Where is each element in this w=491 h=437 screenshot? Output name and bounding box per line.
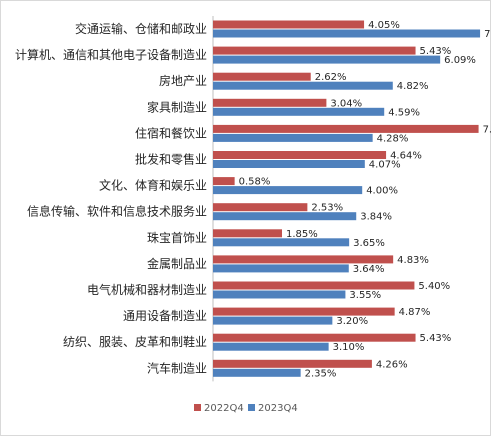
data-label: 7.16% xyxy=(484,29,491,40)
bar-2023q4 xyxy=(213,342,329,351)
category-label: 文化、体育和娱乐业 xyxy=(99,178,207,193)
bar-2022q4 xyxy=(213,46,416,55)
bar-2023q4 xyxy=(213,368,301,377)
category-label: 批发和零售业 xyxy=(135,152,207,167)
category-label: 住宿和餐饮业 xyxy=(135,125,207,140)
data-label: 5.43% xyxy=(420,46,452,57)
legend-swatch xyxy=(194,404,201,411)
bar-2022q4 xyxy=(213,151,387,159)
data-label: 4.28% xyxy=(377,133,409,144)
data-label: 2.35% xyxy=(305,368,337,379)
bar-2022q4 xyxy=(213,203,308,212)
data-label: 4.26% xyxy=(376,359,408,370)
data-label: 3.64% xyxy=(353,264,385,275)
bar-2022q4 xyxy=(213,124,479,133)
data-label: 3.20% xyxy=(336,316,368,327)
data-label: 2.53% xyxy=(311,203,343,214)
bar-2022q4 xyxy=(213,98,327,107)
bar-2022q4 xyxy=(213,281,415,290)
bar-2023q4 xyxy=(213,316,333,325)
bar-2023q4 xyxy=(213,133,373,142)
data-label: 5.40% xyxy=(418,281,450,292)
data-label: 2.62% xyxy=(315,72,347,83)
data-label: 3.10% xyxy=(333,342,365,353)
data-label: 5.43% xyxy=(420,333,452,344)
bar-2023q4 xyxy=(213,29,481,38)
data-label: 4.59% xyxy=(388,107,420,118)
category-label: 纺织、服装、皮革和制鞋业 xyxy=(63,334,207,349)
data-label: 4.00% xyxy=(366,186,398,197)
data-label: 3.84% xyxy=(360,212,392,223)
data-label: 3.04% xyxy=(330,98,362,109)
data-label: 3.65% xyxy=(353,238,385,249)
data-label: 1.85% xyxy=(286,229,318,240)
category-label: 家具制造业 xyxy=(147,99,207,114)
category-label: 珠宝首饰业 xyxy=(147,231,207,245)
category-label: 电气机械和器材制造业 xyxy=(87,282,207,297)
legend-label: 2022Q4 xyxy=(204,403,244,414)
data-label: 4.07% xyxy=(369,160,401,171)
bar-2023q4 xyxy=(213,212,357,221)
category-label: 房地产业 xyxy=(159,73,207,88)
bar-2023q4 xyxy=(213,290,346,299)
legend-label: 2023Q4 xyxy=(258,403,298,414)
category-label: 金属制品业 xyxy=(147,256,207,271)
legend-swatch xyxy=(248,404,255,411)
bar-2023q4 xyxy=(213,264,349,273)
bar-2022q4 xyxy=(213,20,365,29)
bar-2023q4 xyxy=(213,81,393,90)
bar-2023q4 xyxy=(213,186,363,195)
data-label: 0.58% xyxy=(239,177,271,188)
category-label: 信息传输、软件和信息技术服务业 xyxy=(27,204,207,219)
data-label: 4.87% xyxy=(399,307,431,318)
data-label: 4.83% xyxy=(397,255,429,266)
bar-2022q4 xyxy=(213,229,283,238)
data-label: 7.12% xyxy=(483,124,491,135)
category-label: 通用设备制造业 xyxy=(123,309,207,323)
bar-2023q4 xyxy=(213,55,441,64)
data-label: 4.64% xyxy=(390,151,422,162)
bar-2022q4 xyxy=(213,333,416,342)
bar-2022q4 xyxy=(213,72,311,81)
data-label: 6.09% xyxy=(444,55,476,66)
bar-2022q4 xyxy=(213,255,394,264)
category-label: 计算机、通信和其他电子设备制造业 xyxy=(15,47,207,62)
bar-2022q4 xyxy=(213,177,235,186)
bar-2022q4 xyxy=(213,307,395,316)
data-label: 4.82% xyxy=(397,81,429,92)
data-label: 4.05% xyxy=(368,20,400,31)
bar-2023q4 xyxy=(213,160,365,168)
category-label: 交通运输、仓储和邮政业 xyxy=(75,21,207,36)
bar-2023q4 xyxy=(213,107,385,116)
data-label: 3.55% xyxy=(349,290,381,301)
bar-2023q4 xyxy=(213,238,350,247)
bar-2022q4 xyxy=(213,359,372,368)
category-label: 汽车制造业 xyxy=(147,360,207,375)
